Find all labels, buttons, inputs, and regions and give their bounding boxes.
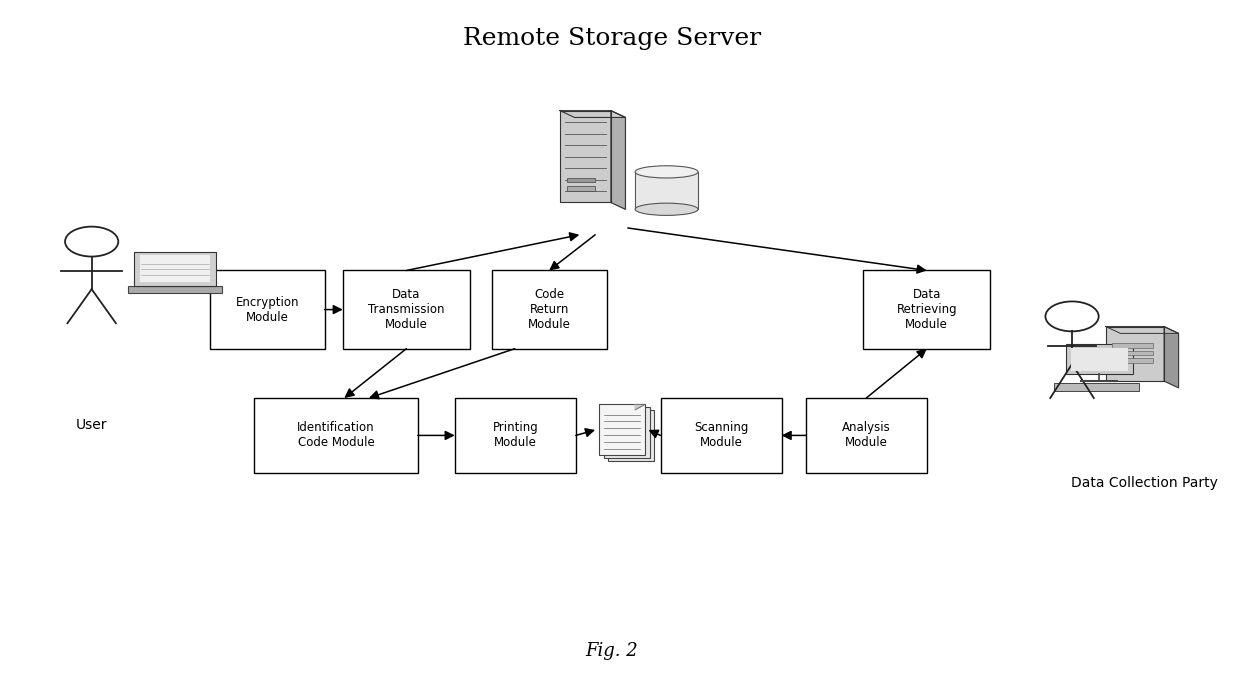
Bar xyxy=(1112,344,1153,348)
Circle shape xyxy=(1045,301,1099,331)
Circle shape xyxy=(64,227,118,257)
FancyBboxPatch shape xyxy=(210,271,325,348)
Text: Data Collection Party: Data Collection Party xyxy=(1071,476,1218,490)
Polygon shape xyxy=(1164,327,1178,388)
Text: User: User xyxy=(76,418,108,432)
Polygon shape xyxy=(1106,327,1178,333)
Bar xyxy=(568,178,595,183)
Text: Identification
Code Module: Identification Code Module xyxy=(298,421,374,450)
FancyBboxPatch shape xyxy=(492,271,606,348)
Bar xyxy=(1112,357,1153,362)
Bar xyxy=(635,172,698,210)
FancyBboxPatch shape xyxy=(806,398,926,473)
Text: Data
Retrieving
Module: Data Retrieving Module xyxy=(897,288,957,331)
Polygon shape xyxy=(635,405,645,410)
Text: Analysis
Module: Analysis Module xyxy=(842,421,890,450)
Text: Scanning
Module: Scanning Module xyxy=(694,421,748,450)
FancyBboxPatch shape xyxy=(863,271,991,348)
Bar xyxy=(1071,348,1127,371)
Text: Data
Transmission
Module: Data Transmission Module xyxy=(368,288,445,331)
Text: Fig. 2: Fig. 2 xyxy=(585,642,639,660)
Bar xyxy=(604,407,650,458)
Bar xyxy=(560,110,611,203)
Bar xyxy=(599,405,645,455)
Text: Encryption
Module: Encryption Module xyxy=(236,296,299,323)
Bar xyxy=(140,255,211,282)
Text: Remote Storage Server: Remote Storage Server xyxy=(463,27,761,51)
Text: Code
Return
Module: Code Return Module xyxy=(528,288,570,331)
Bar xyxy=(1054,383,1138,391)
Bar xyxy=(568,186,595,192)
Bar xyxy=(134,252,216,286)
Bar xyxy=(1112,350,1153,355)
Polygon shape xyxy=(560,110,625,117)
FancyBboxPatch shape xyxy=(455,398,575,473)
Text: Printing
Module: Printing Module xyxy=(492,421,538,450)
FancyBboxPatch shape xyxy=(661,398,781,473)
Ellipse shape xyxy=(635,166,698,178)
Ellipse shape xyxy=(635,203,698,215)
FancyBboxPatch shape xyxy=(342,271,470,348)
Bar xyxy=(128,286,222,293)
Polygon shape xyxy=(611,110,625,210)
Bar xyxy=(1106,327,1164,381)
Bar xyxy=(609,410,655,461)
Bar xyxy=(1066,344,1132,374)
FancyBboxPatch shape xyxy=(254,398,418,473)
